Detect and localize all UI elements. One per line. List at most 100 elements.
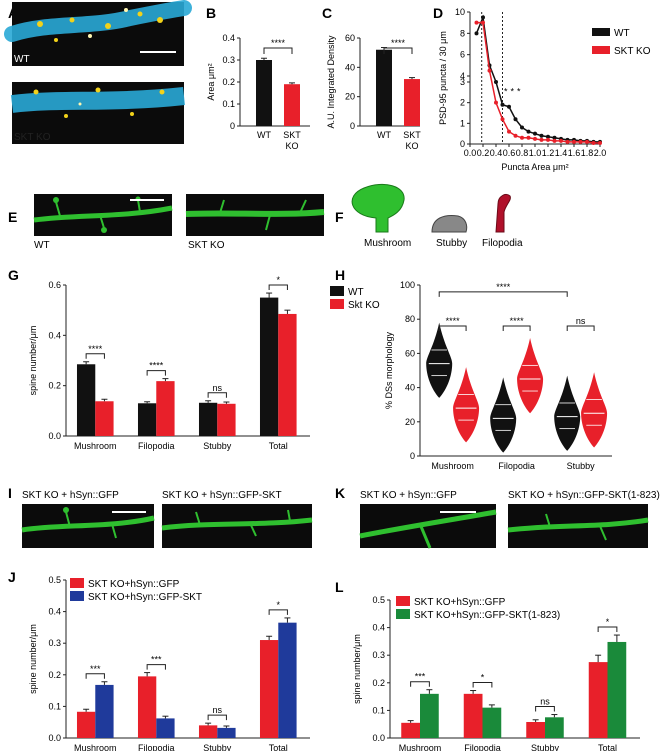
- panel-letter-i: I: [8, 485, 12, 501]
- L-ytick-label-2: 0.2: [372, 678, 385, 688]
- G-xlabel-2: Stubby: [203, 441, 232, 451]
- micrograph-a-wt-label: WT: [14, 54, 30, 65]
- D-xtick-label-8: 1.6: [568, 148, 581, 158]
- C-sig-bracket: [383, 47, 413, 54]
- J-ytick-label-3: 0.3: [48, 638, 61, 648]
- D-xtick-label-7: 1.4: [555, 148, 568, 158]
- C-ytick-label-1: 20: [345, 92, 355, 102]
- J-legend-label-0: SKT KO+hSyn::GFP: [88, 579, 180, 590]
- D-point-0-4: [500, 102, 505, 107]
- D-ytick-low-label-1: 1: [460, 118, 465, 128]
- J-ytick-label-2: 0.2: [48, 670, 61, 680]
- H-violin-1-1: [517, 338, 544, 414]
- G-ytick-label-0: 0.0: [48, 431, 61, 441]
- shape-label-mushroom: Mushroom: [364, 238, 411, 249]
- L-sig-bracket-3: [597, 626, 618, 633]
- H-violin-0-0: [426, 322, 453, 398]
- H-ytick-label-4: 80: [405, 314, 415, 324]
- G-bar-1-0: [137, 403, 157, 436]
- H-sig-bracket-2: [566, 325, 595, 332]
- C-bar-0: [376, 49, 392, 126]
- D-point-0-10: [539, 133, 544, 138]
- B-bar-0: [256, 60, 272, 126]
- L-legend-swatch-0: [396, 596, 410, 606]
- panel-letter-k: K: [335, 485, 345, 501]
- D-legend-swatch-0: [592, 28, 610, 36]
- panel-letter-d: D: [433, 5, 443, 21]
- J-ytick-label-5: 0.5: [48, 575, 61, 585]
- B-sig-label: ****: [271, 38, 286, 48]
- micrograph-e-wt: WT: [33, 194, 173, 251]
- J-bar-3-0: [259, 640, 279, 738]
- stubby-shape-icon: [431, 215, 468, 233]
- L-sig-label-2: ns: [540, 697, 550, 707]
- mushroom-shape-icon: [351, 184, 405, 233]
- B-bar-1: [284, 84, 300, 126]
- G-ytick-label-3: 0.6: [48, 280, 61, 290]
- J-bar-1-0: [137, 676, 157, 738]
- micrograph-k: SKT KO + hSyn::GFP SKT KO + hSyn::GFP-SK…: [359, 490, 660, 549]
- H-xlabel-0: Mushroom: [431, 461, 474, 471]
- B-xlabel-1-0: SKT: [283, 130, 301, 140]
- J-legend-swatch-0: [70, 578, 84, 588]
- panel-letter-g: G: [8, 267, 19, 283]
- G-ytick-label-2: 0.4: [48, 330, 61, 340]
- L-ytick-label-3: 0.3: [372, 650, 385, 660]
- D-ylabel: PSD-95 puncta / 30 μm: [438, 31, 448, 125]
- H-sig-bracket-1: [502, 325, 531, 332]
- J-legend-swatch-1: [70, 591, 84, 601]
- H-sig-label-long: ****: [496, 282, 511, 292]
- H-sig-label-0: ****: [446, 316, 461, 326]
- C-xlabel-0-0: WT: [377, 130, 391, 140]
- D-ytick-high-label-0: 4: [460, 71, 465, 81]
- J-ytick-label-1: 0.1: [48, 701, 61, 711]
- J-bar-1-1: [156, 718, 175, 738]
- J-sig-bracket-1: [146, 664, 166, 670]
- H-sig-bracket-0: [438, 325, 467, 332]
- H-violin-0-1: [453, 367, 480, 443]
- B-ytick-label-4: 0.4: [222, 33, 235, 43]
- D-point-1-12: [552, 138, 557, 143]
- H-sig-label-2: ns: [576, 316, 586, 326]
- D-legend-label-0: WT: [614, 28, 630, 39]
- J-sig-label-0: ***: [90, 664, 101, 674]
- J-xlabel-3: Total: [269, 743, 288, 751]
- D-point-0-0: [474, 31, 479, 36]
- micrograph-i-left-title: SKT KO + hSyn::GFP: [22, 490, 119, 501]
- D-star-1: *: [510, 86, 514, 96]
- G-bar-2-0: [198, 402, 218, 436]
- J-bar-2-0: [198, 725, 218, 738]
- D-point-0-11: [546, 134, 550, 139]
- J-sig-label-2: ns: [213, 705, 223, 715]
- J-ylabel: spine number/μm: [28, 624, 38, 694]
- D-ytick-high-label-1: 6: [460, 50, 465, 60]
- B-xlabel-1-1: KO: [285, 141, 298, 151]
- D-point-1-2: [487, 68, 492, 73]
- D-point-1-18: [591, 140, 596, 145]
- G-ytick-label-1: 0.2: [48, 381, 61, 391]
- D-point-1-7: [520, 135, 524, 140]
- D-legend-swatch-1: [592, 46, 610, 54]
- G-bar-0-0: [76, 364, 96, 436]
- B-ytick-label-0: 0: [230, 121, 235, 131]
- G-xlabel-0: Mushroom: [74, 441, 117, 451]
- J-legend-label-1: SKT KO+hSyn::GFP-SKT: [88, 592, 202, 603]
- L-ytick-label-5: 0.5: [372, 595, 385, 605]
- D-ytick-low-label-3: 3: [460, 77, 465, 87]
- micrograph-a-ko: SKT KO: [10, 82, 185, 144]
- micrograph-a-wt: WT: [4, 0, 192, 66]
- G-sig-bracket-2: [207, 392, 227, 398]
- B-ytick-label-1: 0.1: [222, 99, 235, 109]
- filopodia-shape-icon: [495, 193, 511, 233]
- L-bar-0-1: [420, 693, 439, 738]
- H-sig-bracket-long: [438, 291, 568, 297]
- C-xlabel-1-0: SKT: [403, 130, 421, 140]
- C-ytick-label-3: 60: [345, 33, 355, 43]
- L-bar-3-0: [588, 662, 608, 738]
- L-ytick-label-1: 0.1: [372, 705, 385, 715]
- H-ytick-label-0: 0: [410, 451, 415, 461]
- D-xtick-label-3: 0.6: [503, 148, 516, 158]
- L-bar-2-1: [545, 717, 564, 738]
- C-sig-label: ****: [391, 38, 406, 48]
